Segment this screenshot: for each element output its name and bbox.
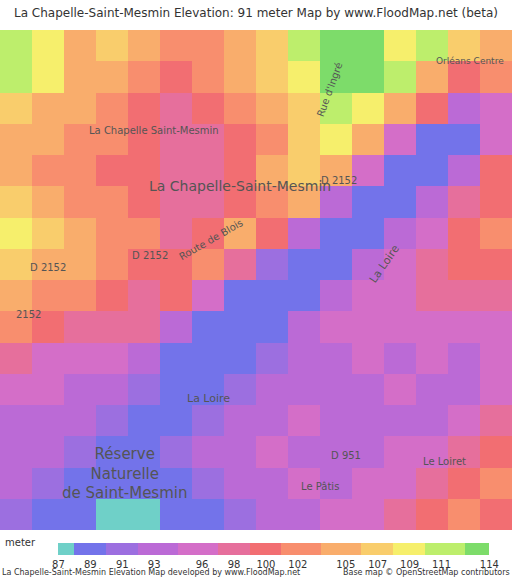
svg-text:Le Loiret: Le Loiret bbox=[423, 456, 466, 467]
svg-text:La Loire: La Loire bbox=[187, 392, 230, 405]
svg-text:Orléans Centre: Orléans Centre bbox=[436, 56, 504, 66]
svg-text:La Loire: La Loire bbox=[367, 242, 403, 285]
svg-text:114: 114 bbox=[480, 559, 499, 570]
svg-text:D 951: D 951 bbox=[331, 450, 361, 461]
svg-text:93: 93 bbox=[148, 559, 161, 570]
svg-text:RéserveNaturellede Saint-Mesmi: RéserveNaturellede Saint-Mesmin bbox=[62, 445, 187, 502]
svg-text:105: 105 bbox=[336, 559, 355, 570]
svg-text:meter: meter bbox=[5, 537, 36, 548]
svg-text:La Chapelle-Saint-Mesmin Eleva: La Chapelle-Saint-Mesmin Elevation Map d… bbox=[2, 568, 300, 577]
svg-text:109: 109 bbox=[400, 559, 419, 570]
svg-text:Rue d'Ingré: Rue d'Ingré bbox=[315, 61, 345, 118]
svg-text:La Chapelle-Saint-Mesmin Eleva: La Chapelle-Saint-Mesmin Elevation: 91 m… bbox=[14, 6, 498, 20]
svg-text:98: 98 bbox=[228, 559, 241, 570]
svg-text:D 2152: D 2152 bbox=[321, 175, 357, 186]
svg-text:La Chapelle-Saint-Mesmin: La Chapelle-Saint-Mesmin bbox=[149, 178, 331, 194]
svg-text:Le Pâtis: Le Pâtis bbox=[301, 481, 339, 492]
svg-text:91: 91 bbox=[116, 559, 129, 570]
svg-text:102: 102 bbox=[288, 559, 307, 570]
svg-text:Route de Blois: Route de Blois bbox=[177, 217, 245, 262]
svg-text:96: 96 bbox=[196, 559, 209, 570]
svg-text:D 2152: D 2152 bbox=[30, 262, 66, 273]
svg-text:89: 89 bbox=[84, 559, 97, 570]
svg-text:D 2152: D 2152 bbox=[132, 250, 168, 261]
svg-text:107: 107 bbox=[368, 559, 387, 570]
svg-text:87: 87 bbox=[52, 559, 65, 570]
svg-text:2152: 2152 bbox=[16, 309, 41, 320]
svg-text:La Chapelle Saint-Mesmin: La Chapelle Saint-Mesmin bbox=[89, 125, 219, 136]
svg-text:100: 100 bbox=[256, 559, 275, 570]
svg-text:Base map © OpenStreetMap contr: Base map © OpenStreetMap contributors bbox=[343, 568, 510, 577]
svg-text:111: 111 bbox=[432, 559, 451, 570]
